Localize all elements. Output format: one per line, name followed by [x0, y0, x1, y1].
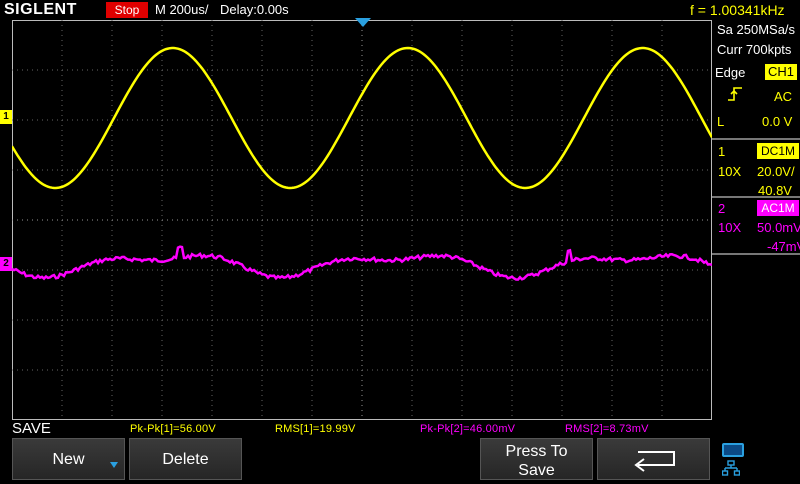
ch2-scale: 50.0mV/	[757, 220, 800, 235]
ch2-coupling-badge[interactable]: AC1M	[757, 200, 799, 216]
graticule	[12, 20, 712, 420]
waveform-traces	[12, 46, 712, 281]
ch2-number[interactable]: 2	[718, 201, 726, 216]
ch2-offset: -47mV	[767, 239, 800, 254]
ch1-probe: 10X	[718, 164, 742, 179]
brand-logo: SIGLENT	[4, 1, 77, 18]
memory-depth: Curr 700kpts	[717, 42, 792, 57]
measurement-rms-ch2: RMS[2]=8.73mV	[565, 423, 649, 435]
ch1-offset-marker[interactable]: 1	[0, 110, 12, 124]
ch1-number[interactable]: 1	[718, 144, 726, 159]
usb-icon	[722, 443, 744, 457]
top-status-bar: SIGLENT Stop M 200us/ Delay:0.00s f = 1.…	[0, 0, 800, 20]
new-button-label: New	[52, 451, 85, 468]
trigger-level-label: L	[717, 114, 725, 129]
trigger-level-value: 0.0 V	[762, 114, 793, 129]
press-to-save-line1: Press To	[505, 443, 568, 460]
run-state-badge[interactable]: Stop	[106, 2, 148, 18]
trigger-source-badge[interactable]: CH1	[765, 64, 797, 80]
back-button[interactable]	[597, 438, 710, 480]
return-arrow-icon	[634, 451, 675, 472]
press-to-save-label: Press To Save	[481, 439, 592, 480]
network-icon	[722, 460, 740, 476]
delay-readout: Delay:0.00s	[220, 2, 289, 17]
measurement-pkpk-ch2: Pk-Pk[2]=46.00mV	[420, 423, 516, 435]
rising-edge-icon	[728, 87, 742, 101]
trigger-position-icon[interactable]	[355, 18, 371, 27]
ch2-offset-marker[interactable]: 2	[0, 257, 12, 271]
ch2-probe: 10X	[718, 220, 742, 235]
panel-divider	[712, 253, 800, 255]
ch2-waveform	[12, 245, 712, 281]
sample-rate: Sa 250MSa/s	[717, 22, 796, 37]
menu-title: SAVE	[12, 420, 51, 437]
timebase-readout: M 200us/	[155, 2, 209, 17]
panel-divider	[712, 196, 800, 198]
frequency-readout: f = 1.00341kHz	[690, 2, 785, 18]
ch1-offset: 40.8V	[758, 183, 792, 198]
info-panel: Sa 250MSa/s Curr 700kpts Edge CH1 AC L 0…	[712, 20, 800, 440]
trigger-type[interactable]: Edge	[715, 65, 746, 80]
new-button[interactable]: New	[12, 438, 125, 480]
delete-button-label: Delete	[162, 451, 209, 468]
chevron-down-icon	[110, 462, 118, 468]
ch1-waveform	[12, 46, 712, 190]
measurement-pkpk-ch1: Pk-Pk[1]=56.00V	[130, 423, 216, 435]
delete-button[interactable]: Delete	[129, 438, 242, 480]
measurement-rms-ch1: RMS[1]=19.99V	[275, 423, 356, 435]
press-to-save-button[interactable]: Press To Save	[480, 438, 593, 480]
ch1-scale: 20.0V/	[757, 164, 795, 179]
empty-softkey-slot	[246, 438, 476, 480]
ch1-coupling-badge[interactable]: DC1M	[757, 143, 799, 159]
trigger-coupling: AC	[774, 89, 793, 104]
press-to-save-line2: Save	[518, 462, 555, 479]
panel-divider	[712, 138, 800, 140]
